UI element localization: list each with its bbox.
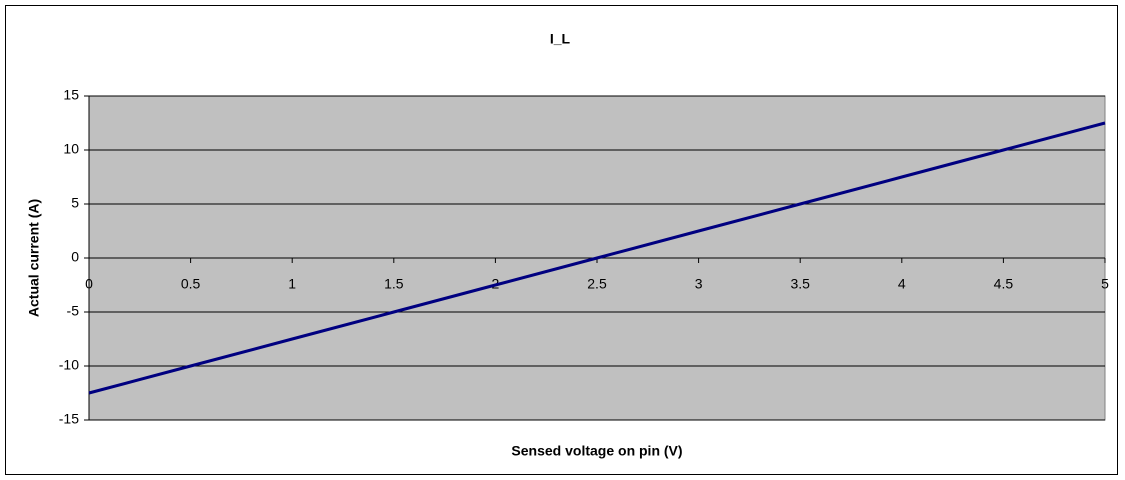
y-tick-label: 5 bbox=[71, 195, 79, 211]
y-tick-label: -10 bbox=[59, 357, 79, 373]
x-axis-label: Sensed voltage on pin (V) bbox=[511, 443, 682, 459]
x-tick-label: 0.5 bbox=[181, 276, 201, 292]
x-tick-label: 5 bbox=[1101, 276, 1109, 292]
y-axis-label: Actual current (A) bbox=[26, 199, 42, 317]
chart-title: I_L bbox=[550, 31, 571, 47]
x-tick-label: 1 bbox=[288, 276, 296, 292]
data-line bbox=[88, 121, 1106, 395]
y-tick-label: 0 bbox=[71, 249, 79, 265]
x-tick-label: 2.5 bbox=[587, 276, 607, 292]
y-tick-label: -5 bbox=[67, 303, 80, 319]
x-tick-label: 4.5 bbox=[994, 276, 1014, 292]
x-tick-label: 1.5 bbox=[384, 276, 404, 292]
y-tick-label: -15 bbox=[59, 411, 79, 427]
x-tick-label: 3 bbox=[695, 276, 703, 292]
y-tick-label: 15 bbox=[63, 87, 79, 103]
x-tick-label: 3.5 bbox=[790, 276, 810, 292]
x-tick-label: 0 bbox=[85, 276, 93, 292]
y-tick-label: 10 bbox=[63, 141, 79, 157]
x-tick-label: 4 bbox=[898, 276, 906, 292]
